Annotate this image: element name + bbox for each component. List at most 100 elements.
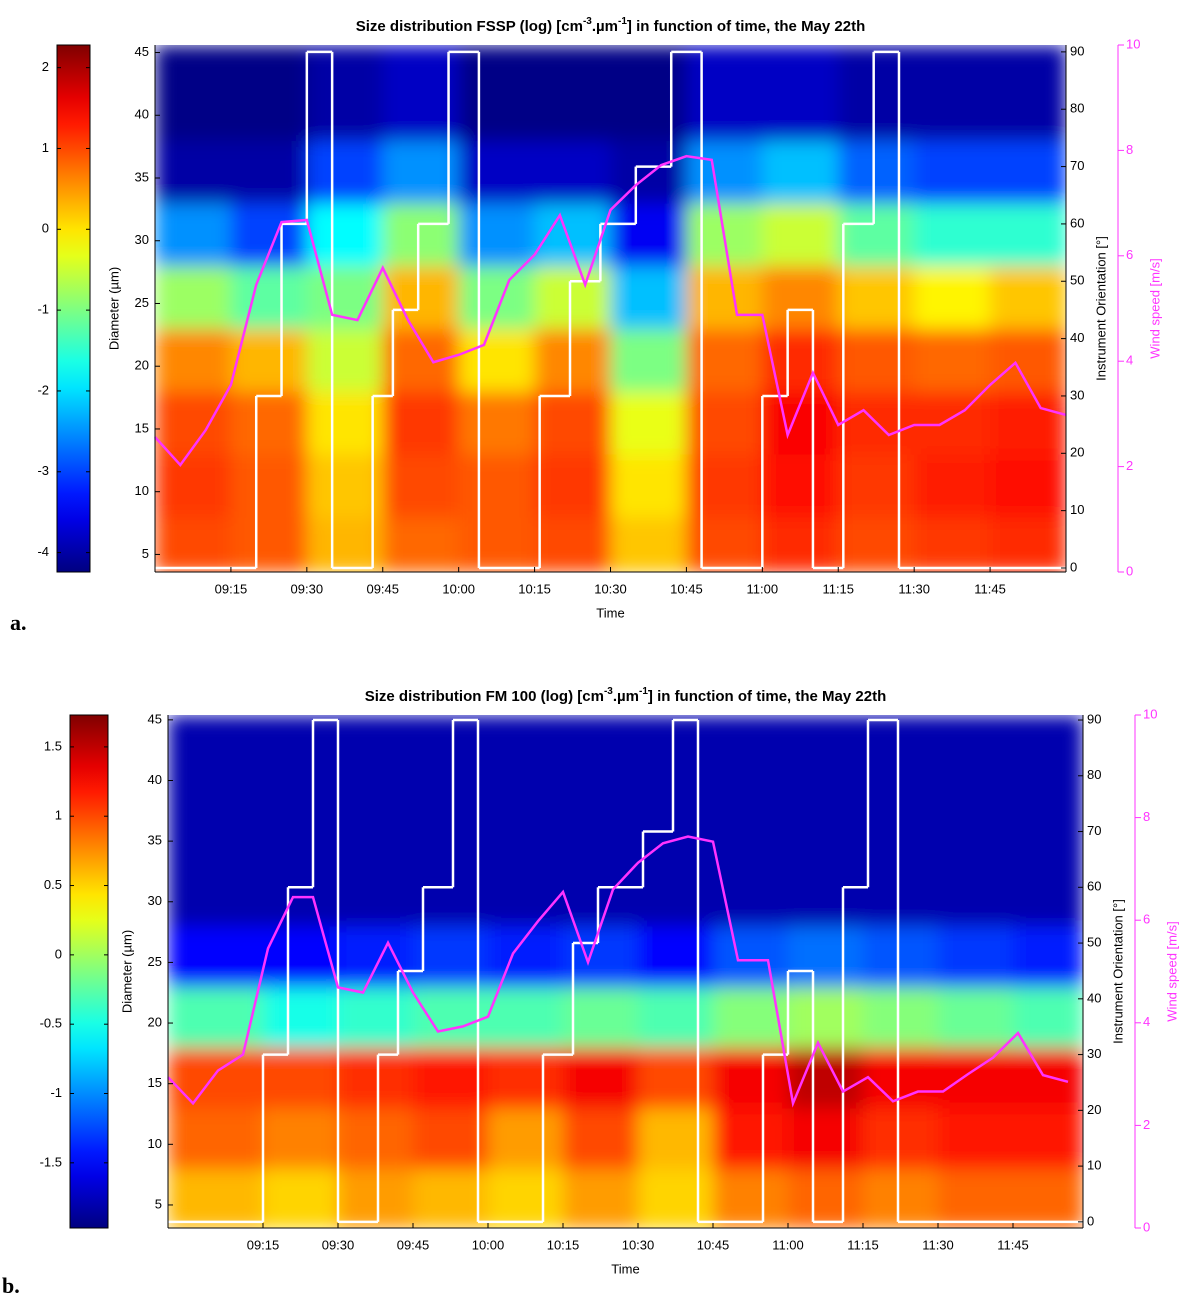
heatmap-cell bbox=[306, 265, 384, 330]
title-part: -3 bbox=[604, 686, 613, 697]
heatmap-cell bbox=[155, 328, 232, 392]
y2-axis-label: Instrument Orientation [°] bbox=[1110, 899, 1125, 1044]
heatmap-cell bbox=[488, 986, 564, 1048]
heatmap-cell bbox=[788, 715, 864, 806]
heatmap-cell bbox=[863, 804, 939, 866]
heatmap-cell bbox=[413, 1168, 489, 1228]
heatmap-cell bbox=[914, 516, 991, 572]
heatmap-cell bbox=[563, 926, 639, 988]
heatmap-cell bbox=[1013, 926, 1083, 988]
chart-panel: -1.5 -1 -0.5 0 0.5 1 1.5 09:15 09:30 09:45 10:00 10… bbox=[2, 686, 1179, 1298]
y-tick-label: 15 bbox=[135, 420, 149, 435]
heatmap-cell bbox=[263, 986, 339, 1048]
y3-tick-label: 4 bbox=[1126, 353, 1133, 368]
heatmap-cell bbox=[713, 1168, 789, 1228]
heatmap-cell bbox=[938, 865, 1014, 927]
heatmap-cell bbox=[938, 1168, 1014, 1228]
heatmap-cell bbox=[938, 986, 1014, 1048]
heatmap-cell bbox=[1013, 986, 1083, 1048]
heatmap-cell bbox=[838, 45, 915, 141]
panel-label: b. bbox=[2, 1273, 20, 1298]
y2-tick-label: 30 bbox=[1087, 1046, 1101, 1061]
y-tick-label: 15 bbox=[148, 1075, 162, 1090]
y2-tick-label: 30 bbox=[1070, 387, 1084, 402]
colorbar-tick-label: 0 bbox=[42, 221, 49, 236]
heatmap-cell bbox=[838, 140, 915, 204]
heatmap-cell bbox=[306, 45, 384, 141]
heatmap-cell bbox=[788, 986, 864, 1048]
y2-tick-label: 50 bbox=[1070, 273, 1084, 288]
heatmap-cell bbox=[990, 45, 1066, 141]
heatmap-cell bbox=[168, 715, 264, 806]
heatmap-cell bbox=[338, 1047, 414, 1109]
heatmap-cell bbox=[990, 391, 1066, 455]
heatmap-cells bbox=[155, 45, 1066, 572]
y-tick-label: 30 bbox=[148, 893, 162, 908]
y3-tick-label: 10 bbox=[1143, 706, 1157, 721]
heatmap-cell bbox=[863, 1168, 939, 1228]
heatmap-cell bbox=[534, 45, 611, 141]
x-tick-label: 09:45 bbox=[397, 1237, 430, 1252]
y3-tick-label: 0 bbox=[1143, 1219, 1150, 1234]
heatmap-cell bbox=[788, 865, 864, 927]
heatmap-cell bbox=[155, 203, 232, 267]
y2-tick-label: 20 bbox=[1070, 445, 1084, 460]
heatmap-cell bbox=[338, 865, 414, 927]
heatmap-cell bbox=[863, 715, 939, 806]
heatmap-cell bbox=[458, 203, 536, 267]
heatmap-cell bbox=[168, 1107, 264, 1170]
y2-tick-label: 40 bbox=[1070, 330, 1084, 345]
heatmap-cell bbox=[938, 715, 1014, 806]
colorbar-tick-label: -1 bbox=[50, 1085, 62, 1100]
heatmap-cell bbox=[638, 804, 714, 866]
heatmap-cell bbox=[563, 715, 639, 806]
y2-axis-label: Instrument Orientation [°] bbox=[1093, 236, 1108, 381]
heatmap-cell bbox=[338, 986, 414, 1048]
heatmap-cell bbox=[458, 265, 536, 330]
heatmap-cell bbox=[230, 45, 308, 141]
heatmap-cell bbox=[563, 1047, 639, 1109]
heatmap-cell bbox=[338, 926, 414, 988]
heatmap-cell bbox=[686, 140, 763, 204]
heatmap-cell bbox=[1013, 865, 1083, 927]
heatmap-cell bbox=[638, 926, 714, 988]
heatmap-cell bbox=[382, 516, 460, 572]
y2-tick-label: 90 bbox=[1087, 711, 1101, 726]
heatmap-cell bbox=[914, 140, 991, 204]
panel-label: a. bbox=[10, 610, 27, 635]
heatmap-cell bbox=[413, 715, 489, 806]
x-axis-label: Time bbox=[611, 1261, 639, 1276]
heatmap-cell bbox=[713, 715, 789, 806]
heatmap-cell bbox=[990, 140, 1066, 204]
colorbar bbox=[56, 44, 91, 573]
heatmap-cell bbox=[610, 391, 687, 455]
heatmap-cell bbox=[230, 391, 308, 455]
heatmap-cell bbox=[458, 45, 536, 141]
heatmap-cell bbox=[534, 454, 611, 518]
heatmap-cell bbox=[838, 454, 915, 518]
y2-tick-label: 60 bbox=[1087, 879, 1101, 894]
wind-speed-line bbox=[154, 154, 1067, 467]
heatmap-cell bbox=[155, 140, 232, 204]
heatmap-cell bbox=[488, 865, 564, 927]
heatmap-cell bbox=[990, 265, 1066, 330]
heatmap-cell bbox=[382, 265, 460, 330]
heatmap-cell bbox=[788, 926, 864, 988]
heatmap-cell bbox=[788, 1168, 864, 1228]
heatmap-cell bbox=[838, 516, 915, 572]
heatmap-cell bbox=[1013, 1168, 1083, 1228]
heatmap-cell bbox=[638, 1107, 714, 1170]
heatmap-cell bbox=[914, 328, 991, 392]
title-part: Size distribution FM 100 (log) [cm bbox=[365, 688, 604, 705]
y2-tick-label: 0 bbox=[1070, 559, 1077, 574]
heatmap-cell bbox=[638, 1047, 714, 1109]
heatmap-cell bbox=[488, 1168, 564, 1228]
y2-tick-label: 70 bbox=[1087, 823, 1101, 838]
heatmap-cell bbox=[863, 926, 939, 988]
x-tick-label: 09:15 bbox=[215, 581, 248, 596]
y2-tick-label: 80 bbox=[1087, 767, 1101, 782]
heatmap-cell bbox=[713, 1047, 789, 1109]
heatmap-cell bbox=[230, 203, 308, 267]
x-tick-label: 10:45 bbox=[697, 1237, 730, 1252]
